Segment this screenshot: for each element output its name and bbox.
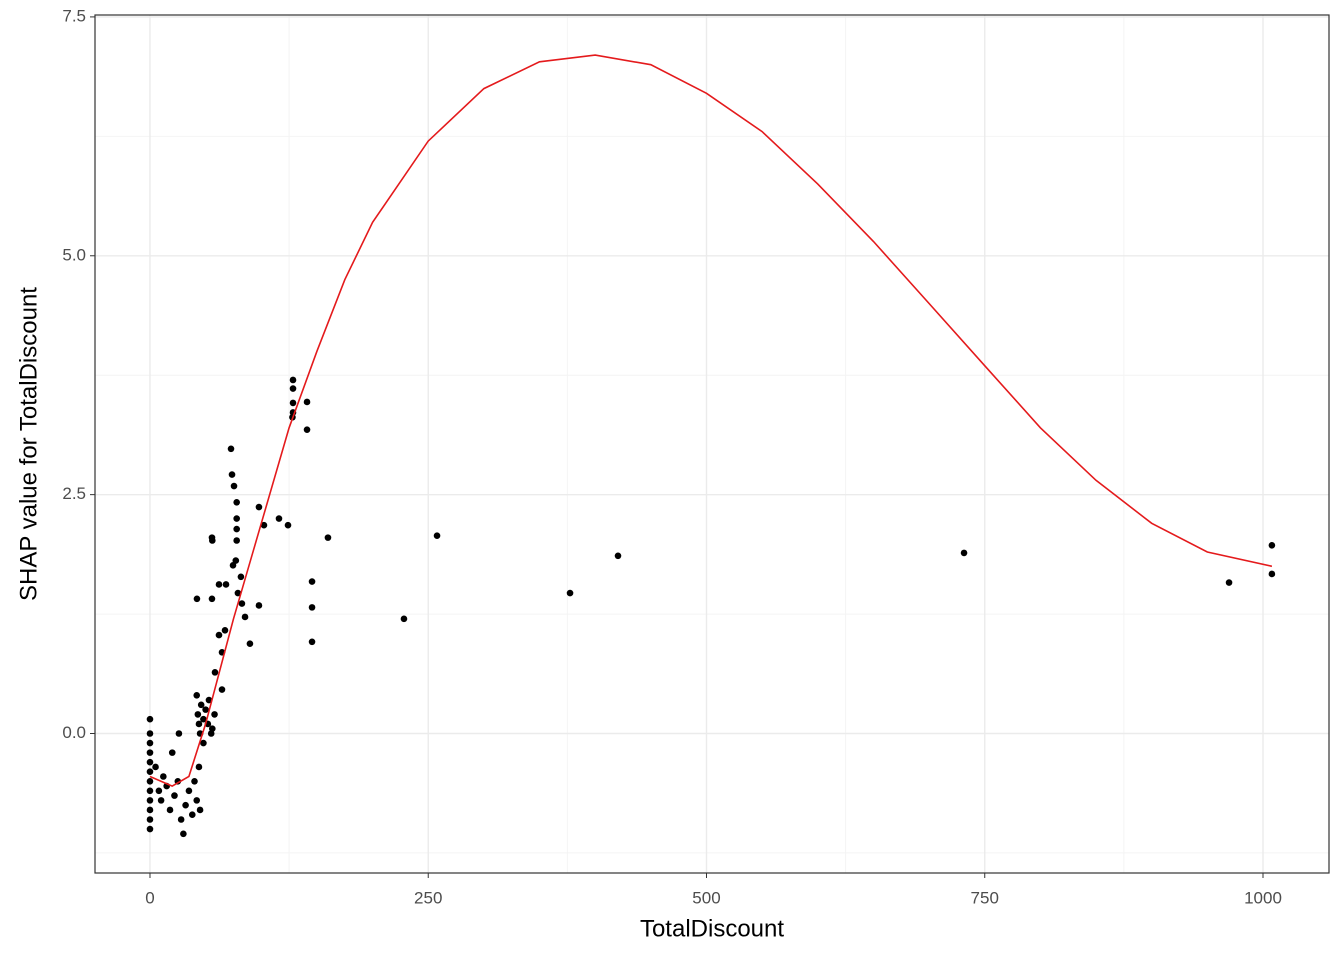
point: [230, 482, 238, 490]
y-axis-title: SHAP value for TotalDiscount: [15, 287, 42, 601]
y-tick-label: 5.0: [62, 245, 86, 264]
point: [215, 631, 223, 639]
point: [233, 537, 240, 544]
point: [260, 521, 268, 529]
point: [196, 806, 204, 814]
point: [193, 691, 201, 699]
point: [146, 825, 154, 833]
point: [289, 376, 297, 384]
point: [146, 797, 154, 804]
point: [238, 600, 246, 607]
point: [146, 758, 154, 766]
point: [146, 715, 154, 723]
x-tick-label: 250: [414, 888, 442, 907]
plot-border: [94, 14, 1330, 874]
point: [246, 640, 254, 647]
point: [168, 749, 176, 756]
point: [215, 581, 223, 588]
point: [193, 595, 201, 603]
point: [146, 739, 154, 747]
point: [208, 595, 216, 603]
point: [200, 739, 207, 747]
point: [194, 711, 202, 718]
point: [218, 686, 226, 693]
y-tick-label: 2.5: [62, 484, 86, 503]
point: [960, 549, 968, 557]
point: [182, 801, 189, 809]
point: [146, 787, 154, 795]
point: [275, 515, 283, 522]
point: [241, 613, 249, 621]
point: [289, 385, 297, 392]
point: [233, 498, 240, 506]
point: [146, 749, 154, 756]
point: [211, 711, 218, 718]
point: [195, 720, 203, 728]
point: [566, 589, 574, 597]
point: [209, 725, 216, 733]
point: [234, 589, 242, 597]
point: [233, 515, 240, 522]
point: [171, 792, 178, 799]
point: [185, 787, 193, 795]
point: [237, 573, 245, 581]
point: [188, 811, 196, 819]
x-tick-label: 1000: [1244, 888, 1282, 907]
point: [232, 557, 240, 564]
point: [289, 399, 297, 407]
smooth-line: [149, 54, 1273, 787]
point: [221, 627, 229, 634]
point: [146, 730, 154, 737]
point: [211, 669, 219, 676]
x-tick-label: 500: [692, 888, 720, 907]
point: [400, 615, 408, 623]
point: [152, 763, 159, 771]
point: [166, 806, 174, 814]
point: [303, 426, 311, 433]
point: [146, 768, 154, 776]
point: [146, 777, 154, 785]
point: [1225, 579, 1233, 586]
point: [233, 525, 240, 533]
point: [180, 830, 187, 838]
point: [433, 532, 441, 540]
point: [191, 777, 198, 785]
point: [146, 816, 154, 823]
point: [255, 602, 263, 609]
point: [175, 730, 183, 737]
point: [228, 471, 236, 478]
point: [222, 581, 230, 588]
point: [195, 763, 203, 771]
point: [614, 552, 622, 560]
point: [324, 534, 332, 541]
point: [160, 773, 167, 780]
point: [209, 537, 216, 544]
point: [1268, 541, 1276, 549]
point: [255, 503, 263, 511]
point: [200, 715, 207, 723]
point: [229, 562, 237, 569]
point: [193, 797, 201, 804]
point: [197, 701, 205, 709]
point: [177, 816, 185, 823]
point: [155, 787, 163, 795]
point: [284, 521, 292, 529]
point: [146, 806, 154, 814]
point: [303, 398, 311, 406]
y-tick-label: 7.5: [62, 6, 86, 25]
x-axis-title: TotalDiscount: [640, 915, 784, 942]
x-tick-label: 0: [145, 888, 154, 907]
point: [202, 706, 209, 713]
point: [227, 445, 235, 453]
point: [1268, 570, 1276, 578]
point: [308, 604, 316, 611]
point: [308, 578, 316, 585]
y-tick-label: 0.0: [62, 723, 86, 742]
point: [157, 797, 165, 804]
point: [205, 696, 213, 704]
point: [308, 638, 316, 646]
x-tick-label: 750: [971, 888, 999, 907]
